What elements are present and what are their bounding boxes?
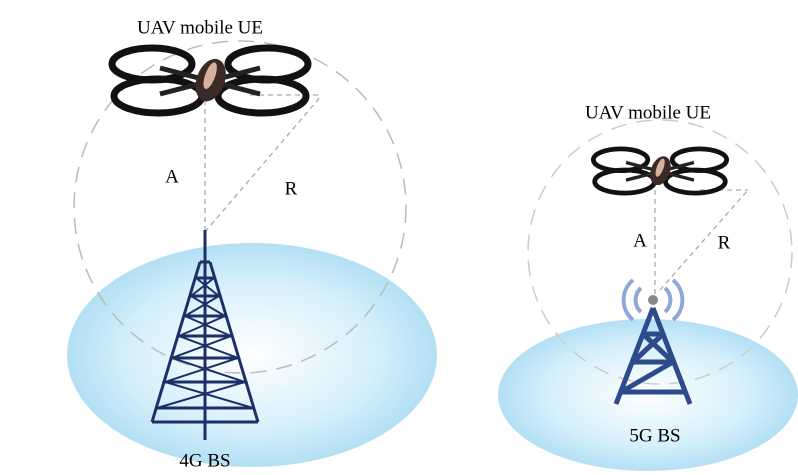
uav-label: UAV mobile UE [585,102,711,123]
tower-4g [150,230,260,440]
coverage-area [67,243,437,467]
radius-label: R [718,232,731,253]
radius-line [204,94,323,233]
radius-label: R [285,178,298,199]
antenna [648,295,658,305]
bs-label: 5G BS [629,425,680,446]
tower-5g [613,307,693,405]
uav-icon [112,48,308,113]
right-scene: UAV mobile UE A R 5G BS [498,102,798,471]
altitude-label: A [165,166,179,187]
signal-waves [621,278,685,322]
bs-label: 4G BS [179,450,230,471]
coverage-area [498,319,798,471]
coverage-circle [73,40,407,374]
radius-line [659,189,749,291]
altitude-label: A [633,230,647,251]
left-scene: UAV mobile UE A R 4G BS [67,17,437,471]
coverage-circle [527,119,793,385]
uav-icon [593,149,726,193]
uav-label: UAV mobile UE [137,17,263,38]
